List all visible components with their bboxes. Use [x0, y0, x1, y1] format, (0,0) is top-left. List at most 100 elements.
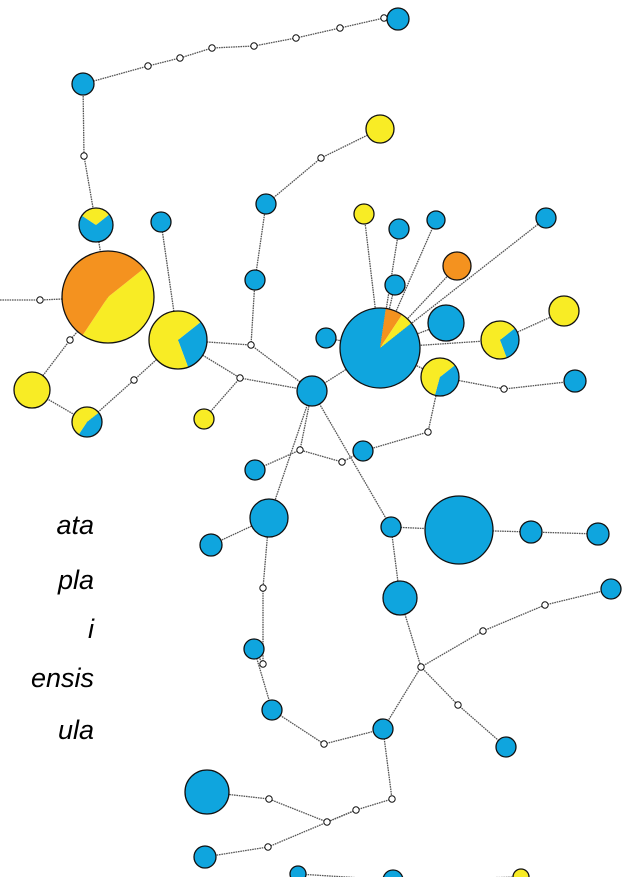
pie-slice: [194, 846, 216, 868]
edge: [355, 798, 393, 811]
pie-slice: [425, 496, 493, 564]
median-vector: [317, 154, 325, 162]
haplotype-node: [78, 207, 114, 243]
median-vector: [424, 428, 432, 436]
pie-slice: [520, 521, 542, 543]
edge: [311, 390, 392, 528]
pie-slice: [443, 252, 471, 280]
edge: [31, 339, 71, 391]
median-vector: [323, 818, 331, 826]
pie-slice: [536, 208, 556, 228]
edge: [253, 37, 297, 47]
median-vector: [296, 446, 304, 454]
edge: [82, 83, 85, 157]
pie-slice: [262, 700, 282, 720]
haplotype-node: [71, 406, 103, 438]
pie-slice: [78, 412, 103, 438]
median-vector: [36, 296, 44, 304]
pie-slice: [185, 770, 229, 814]
pie-slice: [380, 314, 412, 348]
node-outline: [78, 207, 114, 243]
haplotype-nodes: [13, 7, 622, 877]
pie-slice: [353, 441, 373, 461]
haplotype-node: [420, 357, 460, 397]
haplotype-node: [386, 7, 410, 31]
median-vector: [541, 601, 549, 609]
haplotype-node: [255, 193, 277, 215]
median-vector: [380, 14, 388, 22]
edge: [268, 390, 313, 519]
haplotype-node: [388, 218, 410, 240]
haplotype-node: [426, 210, 446, 230]
node-outline: [255, 193, 277, 215]
node-outline: [13, 371, 51, 409]
median-vector: [130, 376, 138, 384]
haplotype-node: [427, 304, 465, 342]
median-vector: [336, 24, 344, 32]
node-outline: [352, 440, 374, 462]
pie-slice: [481, 321, 515, 359]
pie-slice: [387, 8, 409, 30]
pie-slice: [496, 737, 516, 757]
pie-slice: [178, 321, 207, 368]
node-outline: [199, 533, 223, 557]
haplotype-node: [353, 203, 375, 225]
pie-slice: [148, 310, 201, 369]
legend-label-3: i: [88, 614, 94, 644]
pie-slice: [380, 308, 403, 348]
node-outline: [548, 295, 580, 327]
pie-slice: [82, 268, 154, 343]
pie-slice: [564, 370, 586, 392]
median-vector: [500, 385, 508, 393]
median-vector: [66, 336, 74, 344]
edge: [339, 17, 385, 29]
haplotype-node: [563, 369, 587, 393]
pie-slice: [81, 207, 110, 225]
pie-slice: [421, 357, 455, 396]
node-outline: [249, 498, 289, 538]
haplotype-node: [244, 459, 266, 481]
median-vector: [479, 627, 487, 635]
haplotype-node: [442, 251, 472, 281]
edge: [179, 47, 213, 59]
node-outline: [150, 211, 172, 233]
node-outline: [480, 320, 520, 360]
pie-slice: [256, 194, 276, 214]
node-outline: [535, 207, 557, 229]
node-outline: [586, 522, 610, 546]
legend-label-4: ensis: [30, 663, 94, 693]
node-outline: [382, 869, 404, 877]
node-outline: [193, 408, 215, 430]
haplotype-node: [382, 580, 418, 616]
haplotype-node: [244, 269, 266, 291]
haplotype-node: [382, 869, 404, 877]
node-outline: [382, 580, 418, 616]
edge: [379, 219, 437, 349]
haplotype-node: [243, 638, 265, 660]
node-outline: [365, 114, 395, 144]
edge: [299, 390, 313, 451]
median-vector: [250, 42, 258, 50]
node-outline: [296, 375, 328, 407]
pie-slice: [200, 534, 222, 556]
haplotype-node: [193, 845, 217, 869]
haplotype-node: [495, 736, 517, 758]
pie-slice: [385, 275, 405, 295]
node-outline: [315, 327, 337, 349]
haplotype-node: [424, 495, 494, 565]
haplotype-node: [61, 250, 155, 344]
node-outline: [519, 520, 543, 544]
edge: [299, 449, 343, 463]
pie-slice: [339, 308, 420, 388]
haplotype-node: [315, 327, 337, 349]
haplotype-node: [261, 699, 283, 721]
pie-slice: [389, 219, 409, 239]
pie-slice: [587, 523, 609, 545]
haplotype-node: [380, 516, 402, 538]
node-outline: [495, 736, 517, 758]
pie-slice: [244, 639, 264, 659]
node-outline: [420, 357, 460, 397]
median-vector: [417, 663, 425, 671]
haplotype-node: [148, 310, 208, 370]
node-outline: [261, 699, 283, 721]
